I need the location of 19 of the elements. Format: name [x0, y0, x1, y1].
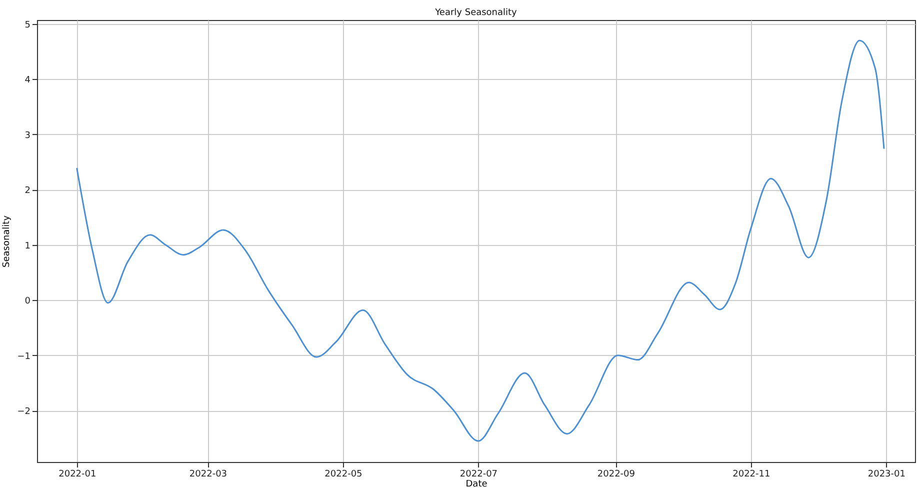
y-tick-label: 0: [24, 296, 31, 307]
x-axis-title: Date: [466, 480, 488, 488]
x-tick-label: 2022-09: [597, 470, 636, 480]
x-tick-label: 2022-07: [460, 470, 498, 480]
y-tick-label: 3: [24, 130, 30, 141]
y-tick-label: −2: [17, 407, 30, 418]
y-tick-label: 2: [24, 186, 30, 196]
chart-title: Yearly Seasonality: [434, 8, 518, 18]
x-tick-label: 2023-01: [868, 470, 906, 480]
x-tick-label: 2022-05: [324, 470, 362, 480]
y-axis-title: Seasonality: [2, 214, 12, 268]
x-tick-label: 2022-11: [732, 470, 770, 480]
y-tick-label: 1: [24, 241, 30, 252]
y-tick-label: 5: [24, 20, 30, 30]
x-tick-label: 2022-01: [58, 470, 96, 480]
x-tick-label: 2022-03: [189, 470, 228, 480]
line-series: [76, 40, 885, 442]
y-tick-label: 4: [24, 76, 31, 86]
y-tick-label: −1: [17, 352, 30, 362]
